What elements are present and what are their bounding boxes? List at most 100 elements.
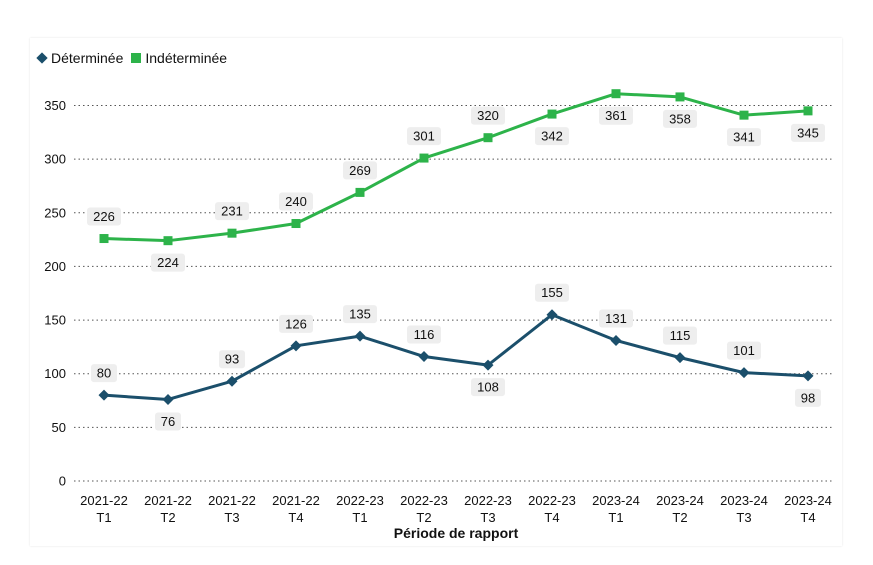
data-label: 358 bbox=[669, 111, 691, 126]
data-label-box bbox=[279, 314, 313, 333]
data-label: 269 bbox=[349, 163, 371, 178]
data-label-box bbox=[535, 283, 569, 302]
x-axis-title: Période de rapport bbox=[394, 525, 519, 541]
y-tick-label: 0 bbox=[59, 474, 66, 489]
legend-label-indeterminee: Indéterminée bbox=[145, 50, 228, 66]
x-tick-label-year: 2023-24 bbox=[656, 493, 704, 508]
data-point-diamond bbox=[610, 334, 622, 346]
x-tick-label-year: 2023-24 bbox=[720, 493, 768, 508]
data-label: 135 bbox=[349, 307, 371, 322]
data-point-diamond bbox=[290, 340, 302, 352]
legend-item-indeterminee: Indéterminée bbox=[131, 50, 227, 66]
data-label: 361 bbox=[605, 108, 627, 123]
legend: Déterminée Indéterminée bbox=[36, 50, 235, 66]
data-point-diamond bbox=[674, 352, 686, 364]
x-tick-label-quarter: T4 bbox=[288, 510, 303, 525]
x-tick-label-quarter: T1 bbox=[96, 510, 111, 525]
data-point-square bbox=[419, 153, 429, 163]
data-label: 115 bbox=[670, 328, 691, 343]
data-label: 126 bbox=[285, 316, 307, 331]
data-label-box bbox=[155, 412, 181, 431]
data-label-box bbox=[407, 127, 441, 146]
data-label: 101 bbox=[733, 343, 755, 358]
data-label-box bbox=[343, 161, 377, 180]
data-point-diamond bbox=[802, 370, 814, 382]
x-tick-label-quarter: T1 bbox=[608, 510, 623, 525]
x-tick-label-year: 2021-22 bbox=[80, 493, 128, 508]
data-label: 320 bbox=[477, 108, 499, 123]
data-label-box bbox=[795, 388, 821, 407]
x-tick-label-year: 2023-24 bbox=[592, 493, 640, 508]
gridlines bbox=[74, 105, 832, 482]
x-tick-label-year: 2021-22 bbox=[272, 493, 320, 508]
data-label-box bbox=[663, 109, 697, 128]
x-tick-label-quarter: T2 bbox=[416, 510, 431, 525]
x-tick-label-quarter: T2 bbox=[160, 510, 175, 525]
y-tick-label: 250 bbox=[44, 205, 66, 220]
data-point-diamond bbox=[418, 351, 430, 363]
data-label-box bbox=[599, 106, 633, 125]
data-point-diamond bbox=[98, 389, 110, 401]
data-point-square bbox=[355, 187, 365, 197]
y-axis-ticks: 0 50 100 150 200 250 300 350 bbox=[44, 98, 66, 489]
data-label: 341 bbox=[733, 130, 755, 145]
square-marker-icon bbox=[131, 53, 142, 63]
data-point-square bbox=[611, 89, 621, 99]
data-label-box bbox=[727, 128, 761, 147]
series-line bbox=[103, 92, 809, 243]
data-point-square bbox=[291, 219, 301, 229]
data-label: 342 bbox=[541, 129, 563, 144]
data-label: 76 bbox=[161, 414, 175, 429]
x-tick-label-quarter: T1 bbox=[352, 510, 367, 525]
data-label: 93 bbox=[225, 352, 239, 367]
x-tick-label-year: 2022-23 bbox=[400, 493, 448, 508]
data-label: 116 bbox=[414, 327, 435, 342]
data-label-box bbox=[535, 127, 569, 146]
data-label-box bbox=[215, 202, 249, 221]
data-point-square bbox=[675, 92, 685, 102]
data-label-box bbox=[663, 326, 697, 345]
data-label-box bbox=[791, 123, 825, 142]
data-point-square bbox=[99, 234, 109, 244]
data-point-square bbox=[483, 133, 493, 143]
legend-label-determinee: Déterminée bbox=[51, 50, 124, 66]
y-tick-label: 200 bbox=[44, 259, 66, 274]
data-point-diamond bbox=[226, 375, 238, 387]
data-label-box bbox=[471, 106, 505, 125]
x-tick-label-year: 2022-23 bbox=[336, 493, 384, 508]
data-label-box bbox=[219, 350, 245, 369]
y-tick-label: 100 bbox=[44, 366, 66, 381]
data-label: 345 bbox=[797, 125, 819, 140]
data-point-diamond bbox=[354, 330, 366, 342]
legend-item-determinee: Déterminée bbox=[36, 50, 124, 66]
data-label-box bbox=[91, 364, 117, 383]
data-label: 131 bbox=[605, 311, 627, 326]
data-point-square bbox=[227, 228, 237, 238]
x-axis-ticks: 2021-22 T1 2021-22 T2 2021-22 T3 2021-22 T4 2022… bbox=[80, 493, 832, 525]
data-label: 80 bbox=[97, 366, 111, 381]
data-point-diamond bbox=[738, 367, 750, 379]
data-labels-group: 80 76 93 126 135 116 108 155 131 115 101 98 226 224 23… bbox=[87, 106, 825, 431]
data-label: 108 bbox=[477, 380, 499, 395]
x-tick-label-year: 2022-23 bbox=[528, 493, 576, 508]
x-tick-label-quarter: T3 bbox=[224, 510, 239, 525]
data-label-box bbox=[343, 305, 377, 324]
data-point-square bbox=[803, 106, 813, 116]
x-tick-label-quarter: T3 bbox=[480, 510, 495, 525]
data-label-box bbox=[727, 341, 761, 360]
data-point-square bbox=[739, 110, 749, 120]
data-point-diamond bbox=[482, 359, 494, 371]
y-tick-label: 150 bbox=[44, 313, 66, 328]
y-tick-label: 300 bbox=[44, 152, 66, 167]
data-point-square bbox=[547, 109, 557, 119]
x-tick-label-year: 2021-22 bbox=[144, 493, 192, 508]
x-tick-label-quarter: T4 bbox=[800, 510, 815, 525]
data-point-diamond bbox=[162, 393, 174, 405]
data-label-box bbox=[407, 325, 441, 344]
x-tick-label-quarter: T4 bbox=[544, 510, 559, 525]
x-tick-label-quarter: T3 bbox=[736, 510, 751, 525]
series-line bbox=[103, 313, 809, 401]
data-label-box bbox=[279, 192, 313, 211]
x-tick-label-year: 2022-23 bbox=[464, 493, 512, 508]
